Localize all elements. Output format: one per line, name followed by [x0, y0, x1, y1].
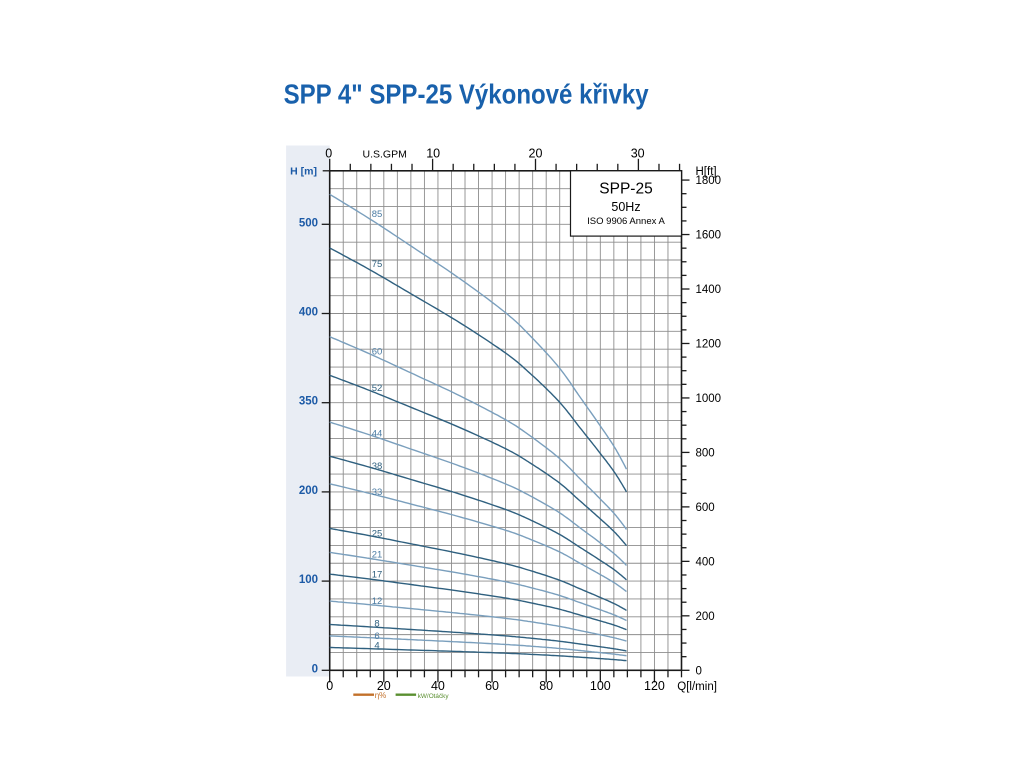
- svg-text:80: 80: [539, 679, 553, 693]
- svg-text:8: 8: [374, 618, 379, 629]
- svg-text:60: 60: [372, 347, 383, 358]
- svg-text:85: 85: [372, 209, 383, 220]
- svg-text:H[ft]: H[ft]: [696, 166, 717, 178]
- svg-text:100: 100: [590, 679, 611, 693]
- svg-text:20: 20: [377, 679, 391, 693]
- svg-text:SPP 4" SPP-25 Výkonové křivky: SPP 4" SPP-25 Výkonové křivky: [284, 79, 650, 110]
- svg-text:10: 10: [426, 147, 440, 161]
- svg-text:600: 600: [696, 502, 715, 514]
- svg-text:500: 500: [299, 217, 318, 229]
- svg-text:120: 120: [644, 679, 665, 693]
- svg-text:38: 38: [372, 461, 383, 472]
- svg-text:60: 60: [485, 679, 499, 693]
- svg-text:0: 0: [325, 147, 332, 161]
- svg-text:4: 4: [374, 641, 379, 652]
- svg-text:17: 17: [372, 569, 383, 580]
- svg-text:200: 200: [299, 485, 318, 497]
- svg-text:0: 0: [696, 665, 702, 677]
- svg-text:100: 100: [299, 574, 318, 586]
- svg-text:0: 0: [312, 663, 318, 675]
- svg-text:25: 25: [372, 529, 383, 540]
- svg-text:1800: 1800: [696, 175, 722, 187]
- svg-text:12: 12: [372, 596, 383, 607]
- svg-text:21: 21: [372, 550, 383, 561]
- svg-text:0: 0: [326, 679, 333, 693]
- svg-text:kW/Otáčky: kW/Otáčky: [418, 693, 450, 700]
- svg-text:400: 400: [299, 307, 318, 319]
- svg-text:1200: 1200: [696, 338, 722, 350]
- svg-text:U.S.GPM: U.S.GPM: [363, 149, 407, 161]
- svg-text:SPP-25: SPP-25: [599, 181, 652, 198]
- svg-text:1600: 1600: [696, 230, 722, 242]
- svg-text:1000: 1000: [696, 393, 722, 405]
- svg-text:44: 44: [372, 429, 383, 440]
- svg-text:H [m]: H [m]: [290, 166, 317, 178]
- svg-text:η%: η%: [375, 691, 387, 700]
- svg-text:20: 20: [529, 147, 543, 161]
- svg-text:400: 400: [696, 556, 715, 568]
- svg-text:40: 40: [431, 679, 445, 693]
- svg-text:33: 33: [372, 487, 383, 498]
- svg-text:52: 52: [372, 383, 383, 394]
- svg-text:50Hz: 50Hz: [611, 200, 640, 214]
- svg-text:Q[l/min]: Q[l/min]: [677, 681, 717, 693]
- svg-text:30: 30: [631, 147, 645, 161]
- svg-text:6: 6: [374, 631, 379, 642]
- svg-text:200: 200: [696, 611, 715, 623]
- svg-text:350: 350: [299, 396, 318, 408]
- svg-text:ISO 9906 Annex A: ISO 9906 Annex A: [587, 216, 665, 227]
- svg-text:1400: 1400: [696, 284, 722, 296]
- svg-text:75: 75: [372, 259, 383, 270]
- svg-text:800: 800: [696, 447, 715, 459]
